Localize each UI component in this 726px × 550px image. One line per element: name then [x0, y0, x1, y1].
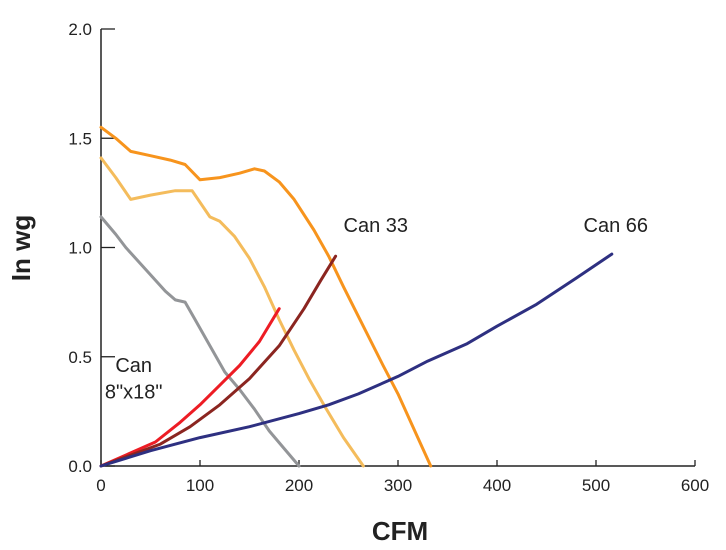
series-line-1 [99, 156, 365, 468]
annotation-label: Can 33 [344, 215, 409, 237]
y-tick-label: 1.5 [68, 129, 92, 148]
y-tick-labels: 0.0 0.5 1.0 1.5 2.0 [68, 20, 115, 476]
x-tick-label: 600 [681, 476, 709, 495]
annotation-label: Can [115, 355, 152, 377]
x-axis-title: CFM [372, 516, 428, 546]
y-axis-title: In wg [6, 215, 36, 281]
annotations: Can 33 Can 66 Can 8"x18" [105, 215, 648, 403]
y-tick-label: 0.0 [68, 457, 92, 476]
x-tick-label: 300 [384, 476, 412, 495]
x-tick-label: 200 [285, 476, 313, 495]
annotation-label: 8"x18" [105, 381, 163, 403]
axes [100, 29, 695, 467]
annotation-label: Can 66 [584, 215, 649, 237]
x-tick-label: 400 [483, 476, 511, 495]
series-line-0 [99, 125, 433, 468]
x-tick-label: 100 [186, 476, 214, 495]
x-tick-label: 500 [582, 476, 610, 495]
y-tick-label: 1.0 [68, 239, 92, 258]
x-tick-labels: 0 100 200 300 400 500 600 [96, 460, 709, 495]
series-line-5 [99, 252, 614, 468]
y-tick-label: 0.5 [68, 348, 92, 367]
series-line-3 [99, 307, 281, 468]
x-tick-label: 0 [96, 476, 105, 495]
series-lines [99, 125, 614, 468]
y-tick-label: 2.0 [68, 20, 92, 39]
series-line-2 [99, 215, 301, 468]
series-line-4 [99, 254, 338, 468]
